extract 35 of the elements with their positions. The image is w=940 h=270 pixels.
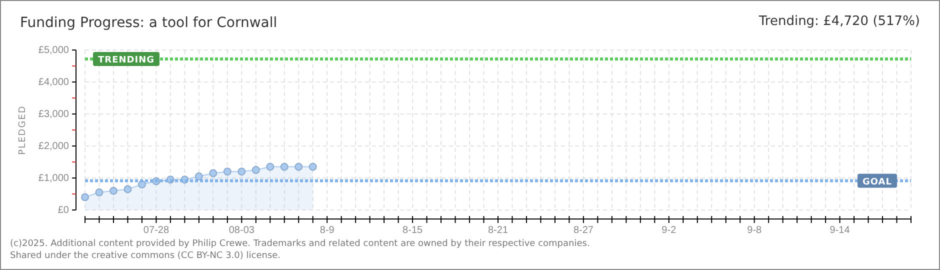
- point: [209, 169, 218, 178]
- x-tick-label: 8-21: [488, 225, 508, 236]
- point: [95, 188, 104, 196]
- y-tick-label: £1,000: [38, 173, 70, 184]
- point: [110, 186, 118, 195]
- ref-line-label: GOAL: [862, 177, 892, 188]
- text: (c)2025. Additional content provided by Philip Crewe. Trademarks and related content are owned by their respective companies.: [10, 239, 590, 249]
- x-tick-label: 8-27: [573, 225, 594, 236]
- x-tick-label: 9-14: [830, 225, 850, 236]
- y-tick-label: £4,000: [38, 77, 70, 88]
- point: [238, 168, 246, 176]
- x-tick-label: 9-2: [662, 225, 677, 236]
- x-tick-label: 8-15: [402, 225, 423, 236]
- x-tick-label: 07-28: [143, 225, 170, 236]
- y-axis-title: PLEDGED: [18, 105, 28, 155]
- point: [223, 168, 232, 176]
- point: [252, 166, 260, 174]
- ref-line-label: TRENDING: [98, 55, 154, 66]
- y-tick-label: £2,000: [38, 141, 70, 152]
- point: [124, 185, 132, 194]
- chart-title: Funding Progress: a tool for Cornwall: [20, 15, 278, 31]
- point: [266, 162, 274, 171]
- text: Shared under the creative commons (CC BY-NC 3.0) license.: [10, 251, 281, 261]
- y-tick-label: £3,000: [38, 109, 70, 120]
- x-tick-label: 8-9: [320, 225, 335, 236]
- point: [194, 172, 203, 180]
- chart-subtitle: Trending: £4,720 (517%): [758, 14, 920, 29]
- point: [81, 193, 89, 202]
- point: [308, 162, 317, 171]
- y-tick-label: £5,000: [38, 45, 70, 56]
- y-tick-label: £0: [58, 205, 70, 216]
- x-tick-label: 9-8: [747, 225, 762, 236]
- point: [294, 162, 303, 171]
- point: [280, 162, 288, 171]
- x-tick-label: 08-03: [228, 225, 255, 236]
